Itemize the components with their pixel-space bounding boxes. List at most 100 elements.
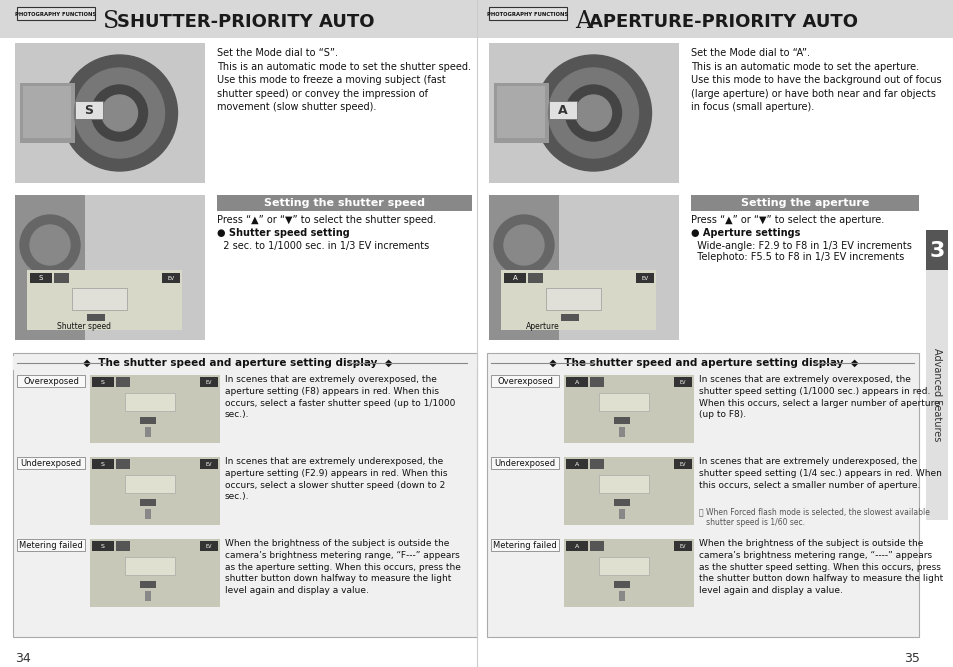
Text: ● Shutter speed setting: ● Shutter speed setting xyxy=(216,228,350,238)
Bar xyxy=(91,377,113,387)
Text: Overexposed: Overexposed xyxy=(497,377,553,386)
Text: EV: EV xyxy=(679,380,685,384)
Bar xyxy=(489,7,566,20)
Circle shape xyxy=(494,215,554,275)
Text: ● Aperture settings: ● Aperture settings xyxy=(690,228,800,238)
Bar xyxy=(489,43,679,183)
Text: Setting the aperture: Setting the aperture xyxy=(740,199,868,209)
Bar xyxy=(690,195,918,211)
Bar xyxy=(673,459,691,469)
Bar xyxy=(145,427,151,437)
Bar xyxy=(87,314,105,321)
Bar xyxy=(500,270,656,330)
Bar xyxy=(476,0,953,38)
Text: Overexposed: Overexposed xyxy=(23,377,79,386)
Text: Underexposed: Underexposed xyxy=(494,459,555,468)
Bar xyxy=(0,0,476,38)
Bar xyxy=(13,353,476,637)
Bar xyxy=(618,509,624,519)
Bar xyxy=(17,7,95,20)
Bar xyxy=(560,314,578,321)
Bar xyxy=(91,541,113,551)
Bar xyxy=(589,459,603,469)
Text: Metering failed: Metering failed xyxy=(493,541,557,550)
Bar xyxy=(598,475,648,493)
Bar xyxy=(216,195,472,211)
Bar xyxy=(15,43,205,183)
Circle shape xyxy=(61,55,177,171)
Bar xyxy=(145,509,151,519)
Bar xyxy=(90,375,220,443)
Bar xyxy=(116,377,130,387)
Bar xyxy=(618,591,624,601)
Circle shape xyxy=(503,225,543,265)
Bar xyxy=(71,288,127,310)
Bar xyxy=(200,377,218,387)
Text: S: S xyxy=(103,11,119,33)
Circle shape xyxy=(565,85,620,141)
Bar xyxy=(20,83,75,143)
Text: 2 sec. to 1/1000 sec. in 1/3 EV increments: 2 sec. to 1/1000 sec. in 1/3 EV incremen… xyxy=(216,241,429,251)
Bar xyxy=(636,273,654,283)
Bar xyxy=(15,195,205,340)
Bar xyxy=(563,375,693,443)
Bar xyxy=(925,230,947,520)
Bar xyxy=(23,86,71,138)
Text: ◆  The shutter speed and aperture setting display  ◆: ◆ The shutter speed and aperture setting… xyxy=(549,358,858,368)
Text: S: S xyxy=(85,103,93,117)
Bar xyxy=(491,457,558,469)
Text: 35: 35 xyxy=(903,652,919,665)
Text: In scenes that are extremely overexposed, the
aperture setting (F8) appears in r: In scenes that are extremely overexposed… xyxy=(225,375,455,420)
Bar xyxy=(565,459,587,469)
Bar xyxy=(17,457,85,469)
Text: A: A xyxy=(575,380,578,384)
Text: In scenes that are extremely underexposed, the
aperture setting (F2.9) appears i: In scenes that are extremely underexpose… xyxy=(225,457,447,502)
Bar xyxy=(527,273,542,283)
Bar xyxy=(75,101,103,119)
Text: Press “▲” or “▼” to select the shutter speed.: Press “▲” or “▼” to select the shutter s… xyxy=(216,215,436,225)
Circle shape xyxy=(548,68,638,158)
Circle shape xyxy=(20,215,80,275)
Text: EV: EV xyxy=(206,380,212,384)
Bar xyxy=(145,591,151,601)
Text: Underexposed: Underexposed xyxy=(20,459,81,468)
Bar xyxy=(140,581,156,588)
Text: EV: EV xyxy=(168,275,174,281)
Text: Ⓐ When Forced flash mode is selected, the slowest available
   shutter speed is : Ⓐ When Forced flash mode is selected, th… xyxy=(699,507,929,528)
Bar xyxy=(589,541,603,551)
Text: 34: 34 xyxy=(15,652,30,665)
Bar xyxy=(116,541,130,551)
Bar xyxy=(91,459,113,469)
Text: Advanced Features: Advanced Features xyxy=(931,348,941,442)
Bar xyxy=(162,273,180,283)
Circle shape xyxy=(101,95,137,131)
Bar xyxy=(494,83,548,143)
Text: 3: 3 xyxy=(928,241,943,261)
Circle shape xyxy=(74,68,164,158)
Bar xyxy=(673,377,691,387)
Text: ◆  The shutter speed and aperture setting display  ◆: ◆ The shutter speed and aperture setting… xyxy=(83,358,393,368)
Bar xyxy=(614,417,629,424)
Text: Aperture: Aperture xyxy=(525,322,559,331)
Bar xyxy=(491,375,558,387)
Bar xyxy=(200,541,218,551)
Bar xyxy=(598,557,648,575)
Bar xyxy=(125,557,174,575)
Bar xyxy=(486,353,918,637)
Bar xyxy=(27,270,182,330)
Text: EV: EV xyxy=(679,544,685,548)
Text: PHOTOGRAPHY FUNCTIONS: PHOTOGRAPHY FUNCTIONS xyxy=(15,12,96,17)
Bar xyxy=(13,356,476,370)
Bar xyxy=(618,427,624,437)
Text: S: S xyxy=(101,544,105,548)
Bar xyxy=(565,377,587,387)
Text: APERTURE-PRIORITY AUTO: APERTURE-PRIORITY AUTO xyxy=(588,13,857,31)
Bar xyxy=(563,457,693,525)
Bar xyxy=(116,459,130,469)
Text: Telephoto: F5.5 to F8 in 1/3 EV increments: Telephoto: F5.5 to F8 in 1/3 EV incremen… xyxy=(690,252,903,262)
Bar xyxy=(489,195,558,340)
Bar xyxy=(589,377,603,387)
Bar xyxy=(140,499,156,506)
Bar xyxy=(17,375,85,387)
Circle shape xyxy=(91,85,148,141)
